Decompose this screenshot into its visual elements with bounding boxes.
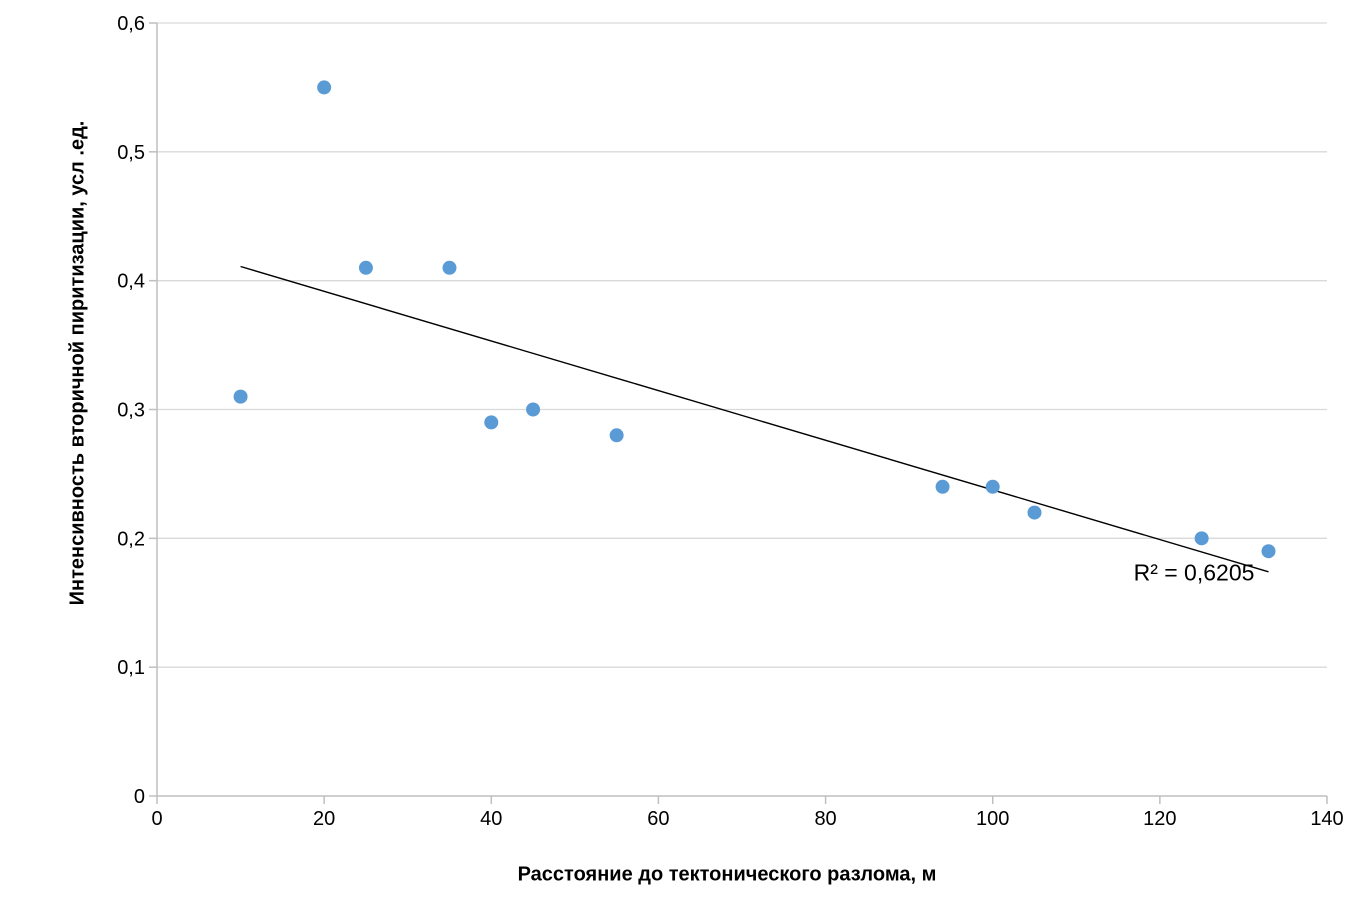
data-point bbox=[442, 260, 457, 275]
x-tick-label: 0 bbox=[151, 808, 162, 830]
data-point bbox=[1261, 544, 1276, 559]
data-point bbox=[358, 260, 373, 275]
y-tick-label: 0,6 bbox=[117, 13, 145, 35]
x-tick-label: 80 bbox=[814, 808, 836, 830]
x-tick-label: 140 bbox=[1310, 808, 1343, 830]
y-tick-label: 0,3 bbox=[117, 400, 145, 422]
data-point bbox=[317, 80, 332, 95]
y-tick-label: 0,2 bbox=[117, 528, 145, 550]
x-tick-label: 60 bbox=[647, 808, 669, 830]
data-point bbox=[1027, 505, 1042, 520]
data-point bbox=[609, 428, 624, 443]
y-tick-label: 0,4 bbox=[117, 271, 145, 293]
data-point bbox=[935, 479, 950, 494]
data-point bbox=[484, 415, 499, 430]
r-squared-label: R² = 0,6205 bbox=[1133, 559, 1255, 586]
data-point bbox=[526, 402, 541, 417]
data-point bbox=[985, 479, 1000, 494]
x-tick-label: 100 bbox=[976, 808, 1009, 830]
data-point bbox=[1194, 531, 1209, 546]
x-axis-title: Расстояние до тектонического разлома, м bbox=[517, 863, 937, 886]
y-axis-title: Интенсивность вторичной пиритизации, усл… bbox=[66, 120, 89, 606]
x-tick-label: 40 bbox=[480, 808, 502, 830]
data-point bbox=[233, 389, 248, 404]
y-tick-label: 0 bbox=[134, 786, 145, 808]
y-tick-label: 0,5 bbox=[117, 142, 145, 164]
y-tick-label: 0,1 bbox=[117, 657, 145, 679]
x-tick-label: 20 bbox=[313, 808, 335, 830]
x-tick-label: 120 bbox=[1143, 808, 1176, 830]
trendline bbox=[240, 265, 1269, 573]
